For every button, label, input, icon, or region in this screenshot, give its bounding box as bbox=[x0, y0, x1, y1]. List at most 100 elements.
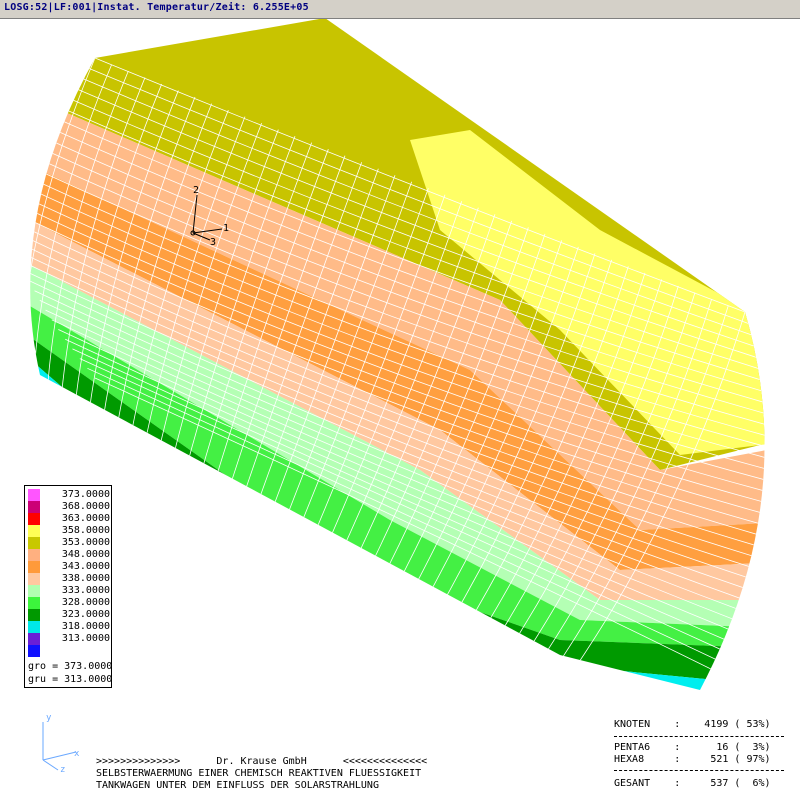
mesh-line bbox=[559, 311, 746, 690]
mesh-line bbox=[39, 135, 765, 405]
mesh-line bbox=[30, 280, 765, 578]
legend-swatch bbox=[28, 645, 40, 657]
mesh-line bbox=[47, 70, 129, 387]
mesh-line bbox=[72, 86, 756, 347]
mesh-line bbox=[448, 259, 613, 625]
legend-entry: 373.0000 bbox=[28, 489, 110, 501]
stat-knoten: KNOTEN : 4199 ( 53%) bbox=[614, 719, 771, 730]
triad-label-3: 3 bbox=[210, 237, 216, 248]
band-348 bbox=[40, 110, 765, 530]
mesh-line bbox=[30, 222, 765, 509]
stat-gesamt: GESANT : 537 ( 6%) bbox=[614, 778, 771, 789]
caption-title: SELBSTERWAERMUNG EINER CHEMISCH REAKTIVE… bbox=[96, 768, 422, 779]
stat-separator bbox=[614, 736, 784, 737]
triad-label-2: 2 bbox=[193, 185, 199, 196]
mesh-line bbox=[30, 154, 765, 428]
mesh-line bbox=[504, 285, 679, 658]
mesh-line bbox=[94, 377, 758, 690]
legend-value: 328.0000 bbox=[61, 597, 110, 608]
mesh-line bbox=[531, 298, 713, 674]
mesh-line bbox=[310, 194, 446, 543]
cylinder-surface bbox=[30, 19, 765, 690]
legend-entry: 368.0000 bbox=[28, 501, 110, 513]
mesh-line bbox=[282, 181, 413, 527]
mesh-line bbox=[130, 109, 229, 436]
mesh-line bbox=[88, 90, 179, 412]
mesh-line bbox=[30, 193, 765, 474]
legend-entry: 363.0000 bbox=[28, 513, 110, 525]
legend-value: 353.0000 bbox=[61, 537, 110, 548]
mesh-line bbox=[30, 212, 765, 497]
mesh-line bbox=[462, 266, 629, 633]
corner-label-x: x bbox=[74, 749, 80, 759]
mesh-line bbox=[30, 203, 765, 486]
mesh-line bbox=[171, 129, 279, 461]
legend-entry: 318.0000 bbox=[28, 621, 110, 633]
mesh-line bbox=[144, 116, 246, 444]
mesh-line bbox=[33, 64, 113, 379]
mesh-line bbox=[45, 125, 765, 393]
legend-entry: 313.0000 bbox=[28, 633, 110, 645]
legend-entry: 358.0000 bbox=[28, 525, 110, 537]
element-axes-triad bbox=[190, 194, 223, 241]
mesh-line bbox=[213, 149, 329, 485]
mesh-line bbox=[338, 207, 479, 559]
fem-viewport[interactable]: 2 1 3 y x z bbox=[0, 19, 800, 800]
mesh-line bbox=[421, 246, 579, 609]
legend-gru: gru = 313.0000 bbox=[28, 674, 113, 685]
mesh-line bbox=[476, 272, 646, 641]
mesh-line bbox=[34, 144, 765, 417]
legend-swatch bbox=[28, 525, 40, 537]
mesh-line bbox=[158, 122, 263, 453]
legend-value: 368.0000 bbox=[61, 501, 110, 512]
mesh-line bbox=[34, 290, 765, 589]
mesh-line bbox=[545, 305, 729, 683]
mesh-line bbox=[407, 240, 563, 600]
mesh-line bbox=[255, 168, 379, 510]
legend-value: 358.0000 bbox=[61, 525, 110, 536]
legend-swatch bbox=[28, 561, 40, 573]
legend-value: 348.0000 bbox=[61, 549, 110, 560]
corner-label-y: y bbox=[46, 713, 52, 723]
mesh-line bbox=[87, 67, 749, 324]
mesh-line bbox=[51, 115, 765, 382]
band-343 bbox=[30, 170, 765, 570]
mesh-line bbox=[79, 77, 752, 336]
legend-swatch bbox=[28, 585, 40, 597]
legend-entry: 343.0000 bbox=[28, 561, 110, 573]
legend-entry: 338.0000 bbox=[28, 573, 110, 585]
temperature-contour-plot: 2 1 3 y x z bbox=[30, 19, 765, 775]
legend-value: 313.0000 bbox=[61, 633, 110, 644]
mesh-line bbox=[72, 348, 765, 658]
mesh-line bbox=[30, 251, 765, 543]
legend-swatch bbox=[28, 573, 40, 585]
mesh-line bbox=[116, 103, 213, 428]
mesh-line bbox=[185, 136, 296, 469]
mesh-line bbox=[199, 142, 313, 477]
legend-value: 318.0000 bbox=[61, 621, 110, 632]
mesh-line bbox=[296, 188, 429, 535]
window-title: LOSG:52|LF:001|Instat. Temperatur/Zeit: … bbox=[4, 2, 309, 13]
caption-company: >>>>>>>>>>>>>> Dr. Krause GmbH <<<<<<<<<… bbox=[96, 756, 428, 767]
legend-value: 363.0000 bbox=[61, 513, 110, 524]
legend-entry: 348.0000 bbox=[28, 549, 110, 561]
mesh-line bbox=[30, 261, 765, 555]
legend-value: 373.0000 bbox=[61, 489, 110, 500]
mesh-line bbox=[61, 77, 146, 395]
mesh-line bbox=[365, 220, 513, 576]
legend-swatch bbox=[28, 501, 40, 513]
legend-swatch bbox=[28, 609, 40, 621]
mesh-line bbox=[30, 241, 765, 532]
mesh-line bbox=[324, 201, 463, 551]
legend-value: 338.0000 bbox=[61, 573, 110, 584]
mesh-line bbox=[51, 319, 765, 624]
legend-swatch bbox=[28, 597, 40, 609]
legend-value: 343.0000 bbox=[61, 561, 110, 572]
mesh-line bbox=[45, 309, 765, 612]
mesh-line bbox=[30, 164, 765, 440]
corner-label-z: z bbox=[60, 765, 65, 775]
legend-swatch bbox=[28, 489, 40, 501]
mesh-line bbox=[393, 233, 546, 592]
mesh-line bbox=[30, 57, 96, 371]
caption-subtitle: TANKWAGEN UNTER DEM EINFLUSS DER SOLARST… bbox=[96, 780, 379, 791]
